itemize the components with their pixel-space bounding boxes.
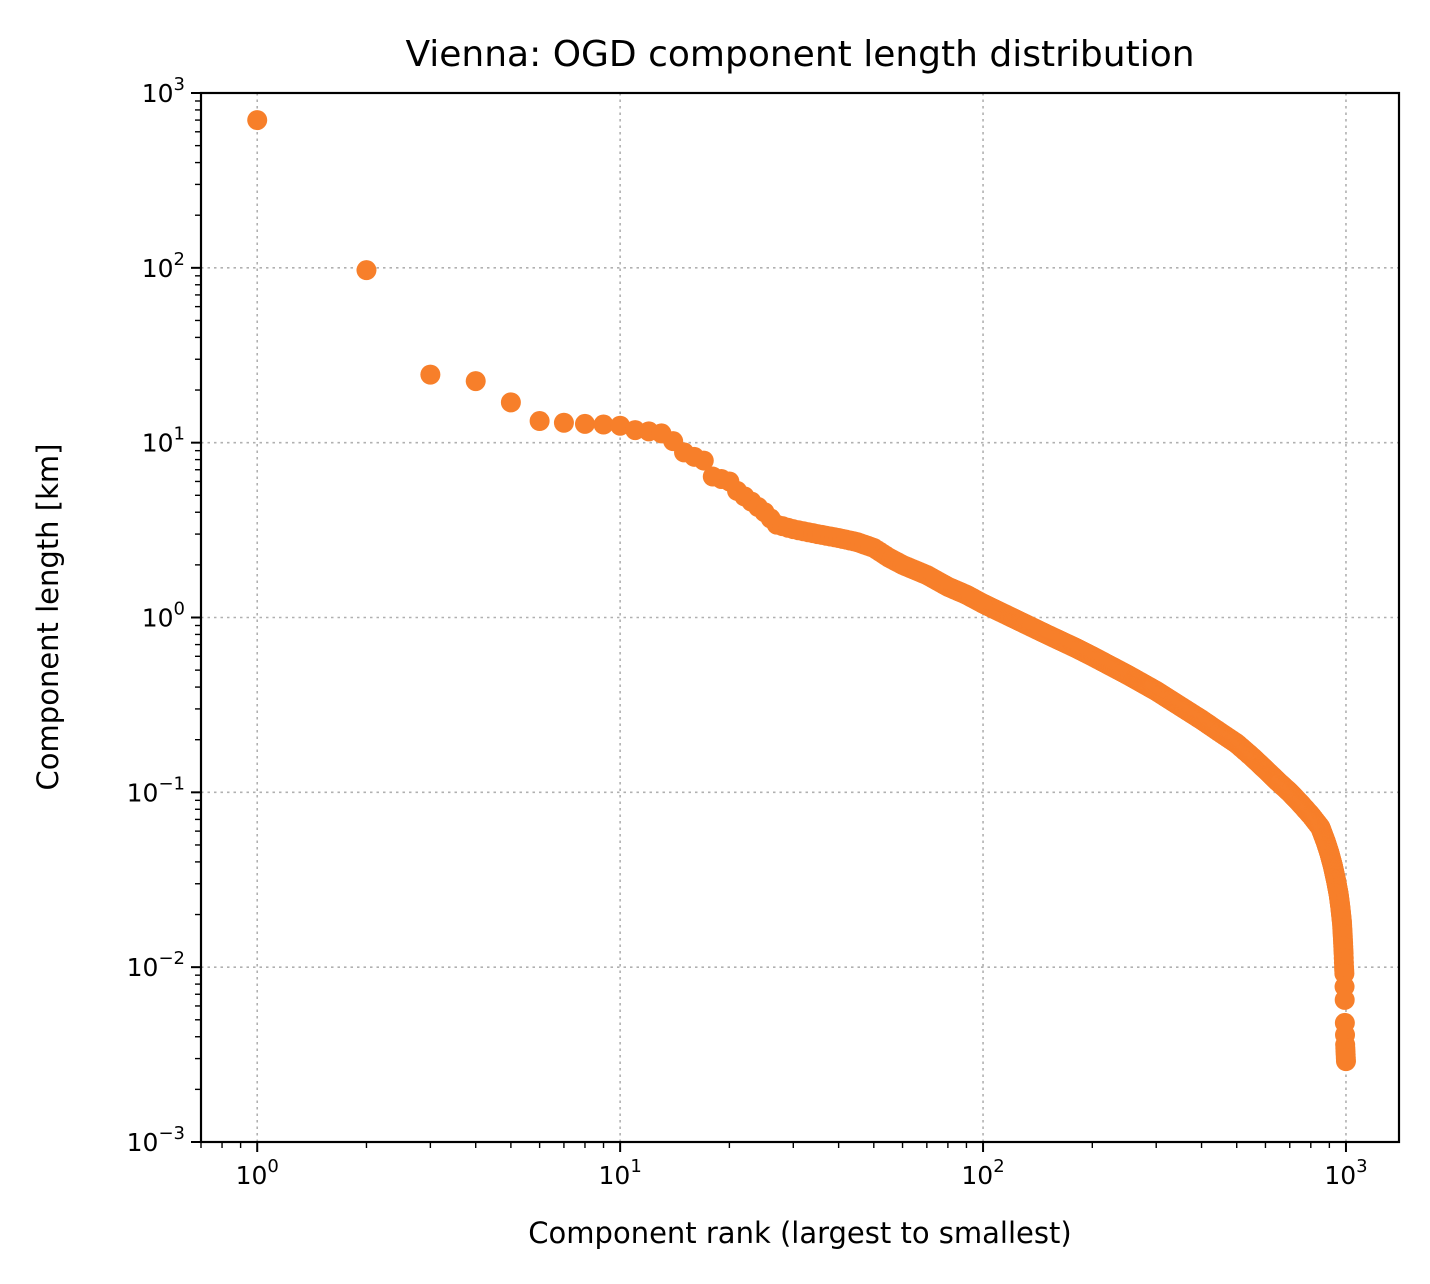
data-point bbox=[420, 364, 441, 385]
data-points bbox=[247, 110, 1356, 1072]
x-tick-label: 100 bbox=[236, 1156, 279, 1190]
x-tick-label: 102 bbox=[961, 1156, 1004, 1190]
x-tick-label: 103 bbox=[1324, 1156, 1367, 1190]
y-tick-label: 102 bbox=[142, 249, 185, 283]
data-point bbox=[1335, 1051, 1356, 1072]
grid bbox=[201, 93, 1399, 1142]
x-tick-label: 101 bbox=[599, 1156, 642, 1190]
y-axis-label: Component length [km] bbox=[31, 444, 65, 791]
x-axis-label: Component rank (largest to smallest) bbox=[528, 1216, 1071, 1250]
data-point bbox=[247, 110, 268, 131]
data-point bbox=[500, 392, 521, 413]
data-point bbox=[465, 371, 486, 392]
chart-title: Vienna: OGD component length distributio… bbox=[405, 34, 1194, 75]
data-point bbox=[1334, 989, 1355, 1010]
y-tick-label: 10−1 bbox=[127, 773, 185, 807]
data-point bbox=[529, 411, 550, 432]
data-point bbox=[593, 414, 614, 435]
y-tick-label: 100 bbox=[142, 599, 185, 633]
y-tick-label: 101 bbox=[142, 424, 185, 458]
y-tick-label: 10−3 bbox=[127, 1123, 185, 1157]
plot-frame bbox=[199, 91, 1401, 1144]
minor-ticks bbox=[195, 100, 1331, 1148]
y-tick-label: 103 bbox=[142, 74, 185, 108]
data-point bbox=[356, 260, 377, 281]
major-ticks bbox=[191, 92, 1347, 1152]
tick-labels: 100 101 102 103 10−3 10−2 10−1 100 101 102 103 bbox=[127, 74, 1368, 1190]
y-tick-label: 10−2 bbox=[127, 948, 185, 982]
data-point bbox=[553, 412, 574, 433]
data-point bbox=[610, 415, 631, 436]
data-point bbox=[574, 413, 595, 434]
data-point bbox=[693, 450, 714, 471]
